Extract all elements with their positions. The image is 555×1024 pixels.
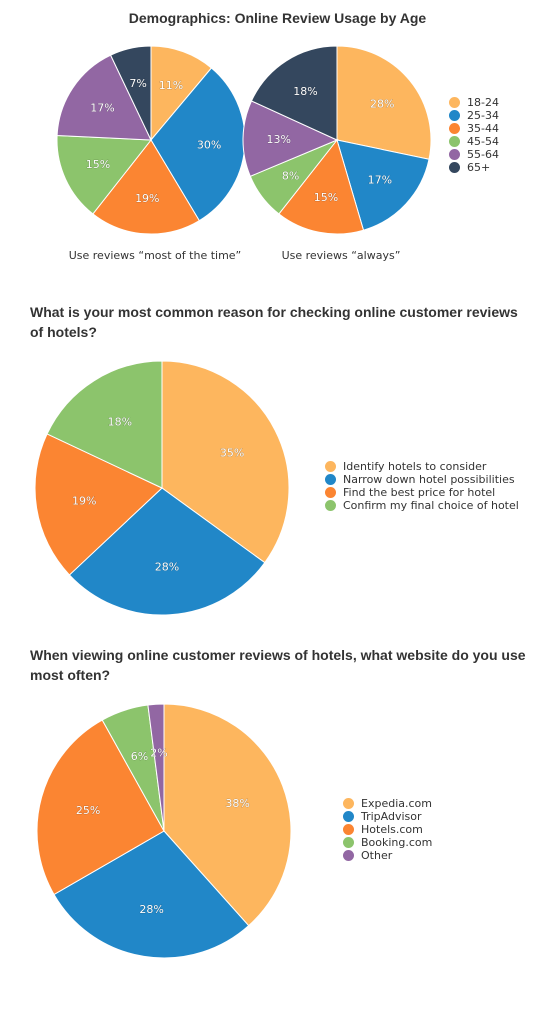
pie-chart-most-of-the-time: 11% 30% 19% 15% 17% 7% — [56, 45, 246, 235]
pie-slice-55-64[interactable] — [242, 100, 339, 177]
legend-item[interactable]: Expedia.com — [343, 797, 432, 810]
legend-swatch — [449, 149, 460, 160]
pie-slice-tripadvisor[interactable] — [53, 830, 250, 959]
legend-swatch — [325, 487, 336, 498]
legend-item[interactable]: 25-34 — [449, 109, 499, 122]
pie-slice-18-24[interactable] — [336, 45, 432, 160]
slice-percent-label: 2% — [150, 746, 167, 759]
pie-slice-identify-hotels-to-consider[interactable] — [161, 360, 290, 564]
slice-percent-label: 25% — [76, 804, 100, 817]
pie-slice-other[interactable] — [147, 703, 165, 832]
legend-swatch — [325, 500, 336, 511]
slice-percent-label: 18% — [108, 416, 132, 429]
legend-item[interactable]: 65+ — [449, 161, 499, 174]
legend-item[interactable]: Narrow down hotel possibilities — [325, 473, 519, 486]
legend-label: 25-34 — [467, 109, 499, 122]
legend-label: Booking.com — [361, 836, 433, 849]
legend-label: Find the best price for hotel — [343, 486, 496, 499]
slice-percent-label: 30% — [197, 139, 221, 152]
legend-label: 18-24 — [467, 96, 499, 109]
legend-item[interactable]: 55-64 — [449, 148, 499, 161]
legend-label: 45-54 — [467, 135, 499, 148]
legend-label: Identify hotels to consider — [343, 460, 487, 473]
pie-slice-narrow-down-hotel-possibilities[interactable] — [68, 487, 266, 616]
legend-websites: Expedia.com TripAdvisor Hotels.com Booki… — [343, 797, 432, 862]
pie-slice-35-44[interactable] — [92, 139, 200, 235]
demographics-title: Demographics: Online Review Usage by Age — [128, 10, 427, 26]
caption-always: Use reviews “always” — [281, 249, 401, 262]
legend-item[interactable]: 18-24 — [449, 96, 499, 109]
legend-label: 55-64 — [467, 148, 499, 161]
legend-label: Hotels.com — [361, 823, 423, 836]
pie-slice-25-34[interactable] — [336, 139, 430, 231]
pie-slice-find-the-best-price-for-hotel[interactable] — [34, 433, 163, 576]
legend-reasons: Identify hotels to consider Narrow down … — [325, 460, 519, 512]
slice-percent-label: 7% — [129, 77, 146, 90]
legend-label: 35-44 — [467, 122, 499, 135]
legend-swatch — [449, 136, 460, 147]
pie-slice-65-[interactable] — [250, 45, 338, 141]
pie-slice-45-54[interactable] — [56, 135, 152, 215]
caption-most-of-the-time: Use reviews “most of the time” — [68, 249, 242, 262]
legend-label: Narrow down hotel possibilities — [343, 473, 515, 486]
pie-slice-65-[interactable] — [109, 45, 152, 141]
pie-slice-expedia-com[interactable] — [163, 703, 292, 927]
legend-swatch — [343, 850, 354, 861]
pie-slice-confirm-my-final-choice-of-hotel[interactable] — [46, 360, 163, 489]
website-question-title: When viewing online customer reviews of … — [30, 647, 526, 683]
legend-label: 65+ — [467, 161, 491, 174]
legend-swatch — [449, 97, 460, 108]
legend-label: Expedia.com — [361, 797, 432, 810]
legend-swatch — [325, 461, 336, 472]
slice-percent-label: 6% — [131, 750, 148, 763]
pie-slice-hotels-com[interactable] — [36, 719, 165, 896]
slice-percent-label: 13% — [267, 133, 291, 146]
legend-swatch — [325, 474, 336, 485]
pie-chart-websites: 38% 28% 25% 6% 2% — [36, 703, 292, 959]
pie-chart-reasons: 35% 28% 19% 18% — [34, 360, 290, 616]
slice-percent-label: 28% — [370, 97, 394, 110]
legend-item[interactable]: 35-44 — [449, 122, 499, 135]
pie-slice-18-24[interactable] — [150, 45, 213, 142]
slice-percent-label: 8% — [282, 169, 299, 182]
pie-slice-35-44[interactable] — [278, 138, 365, 235]
legend-label: TripAdvisor — [361, 810, 422, 823]
slice-percent-label: 17% — [90, 102, 114, 115]
slice-percent-label: 19% — [135, 192, 159, 205]
slice-percent-label: 15% — [86, 158, 110, 171]
legend-item[interactable]: Confirm my final choice of hotel — [325, 499, 519, 512]
legend-item[interactable]: Booking.com — [343, 836, 432, 849]
legend-label: Other — [361, 849, 393, 862]
legend-swatch — [343, 811, 354, 822]
legend-swatch — [449, 123, 460, 134]
slice-percent-label: 11% — [159, 79, 183, 92]
legend-age: 18-24 25-34 35-44 45-54 55-64 65+ — [449, 96, 499, 174]
legend-swatch — [343, 824, 354, 835]
legend-swatch — [343, 798, 354, 809]
slice-percent-label: 38% — [225, 797, 249, 810]
legend-item[interactable]: 45-54 — [449, 135, 499, 148]
slice-percent-label: 35% — [220, 446, 244, 459]
reason-question-title: What is your most common reason for chec… — [30, 304, 518, 340]
slice-percent-label: 28% — [139, 903, 163, 916]
legend-swatch — [343, 837, 354, 848]
slice-percent-label: 18% — [293, 85, 317, 98]
legend-item[interactable]: Other — [343, 849, 432, 862]
legend-item[interactable]: Find the best price for hotel — [325, 486, 519, 499]
legend-label: Confirm my final choice of hotel — [343, 499, 519, 512]
slice-percent-label: 28% — [155, 561, 179, 574]
legend-item[interactable]: Identify hotels to consider — [325, 460, 519, 473]
slice-percent-label: 17% — [368, 174, 392, 187]
slice-percent-label: 19% — [72, 494, 96, 507]
legend-swatch — [449, 110, 460, 121]
pie-slice-55-64[interactable] — [56, 54, 152, 141]
pie-chart-always: 28% 17% 15% 8% 13% 18% — [242, 45, 432, 235]
legend-item[interactable]: TripAdvisor — [343, 810, 432, 823]
legend-item[interactable]: Hotels.com — [343, 823, 432, 836]
legend-swatch — [449, 162, 460, 173]
slice-percent-label: 15% — [314, 191, 338, 204]
